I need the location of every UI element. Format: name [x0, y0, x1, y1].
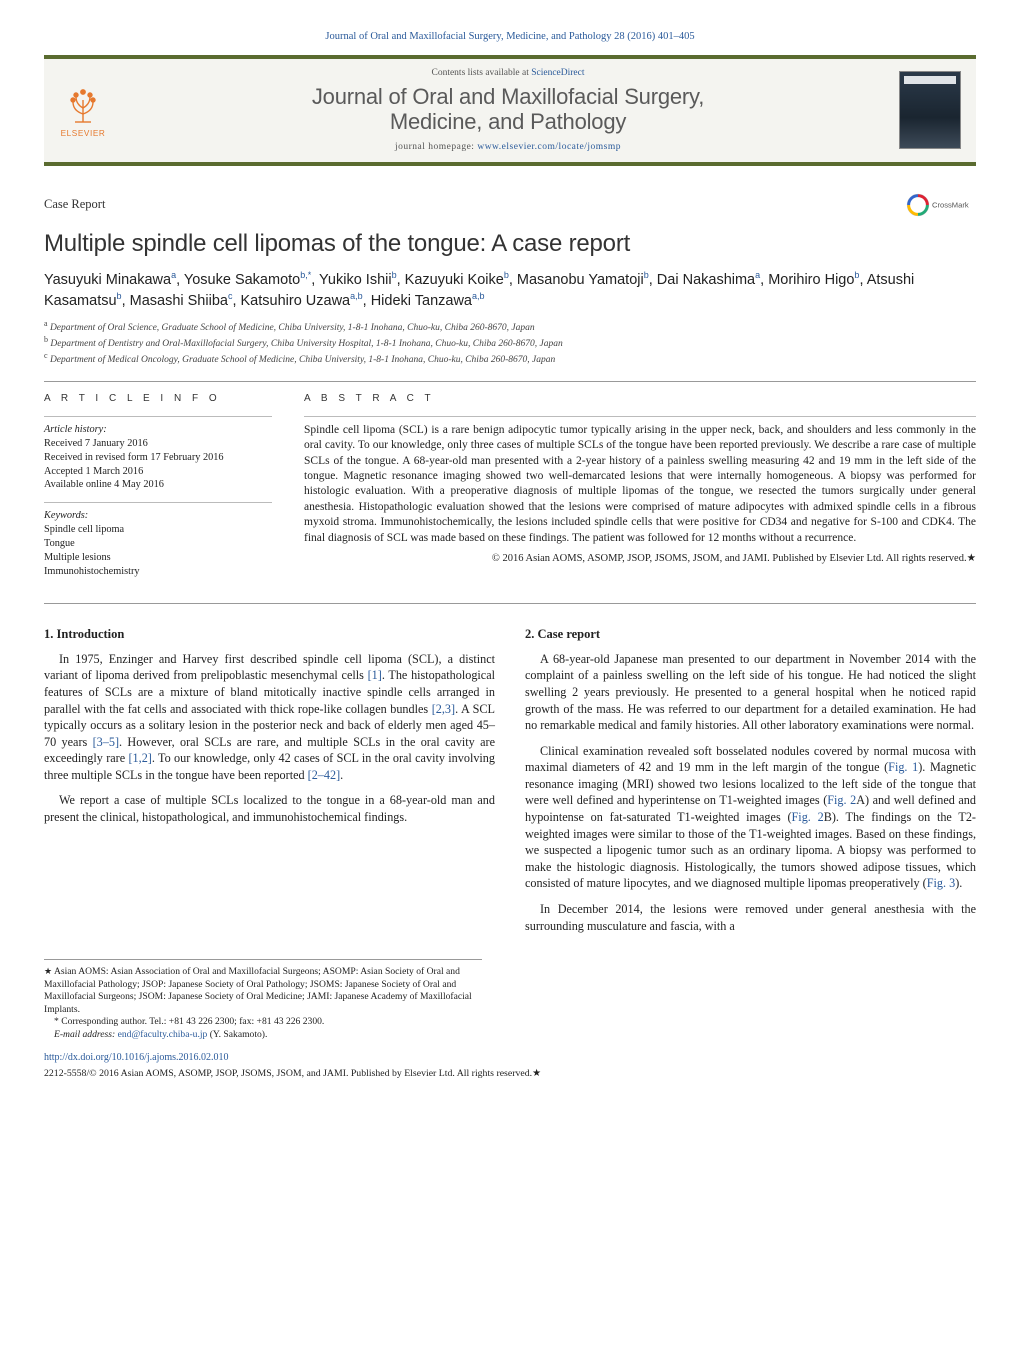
svg-text:CrossMark: CrossMark — [932, 200, 969, 209]
abstract-column: A B S T R A C T Spindle cell lipoma (SCL… — [304, 392, 976, 589]
intro-paragraph-1: In 1975, Enzinger and Harvey first descr… — [44, 651, 495, 784]
keywords-block: Keywords: Spindle cell lipoma Tongue Mul… — [44, 502, 272, 578]
crossmark-badge[interactable]: CrossMark — [904, 184, 976, 226]
abstract-body: Spindle cell lipoma (SCL) is a rare beni… — [304, 416, 976, 546]
article-type: Case Report — [44, 196, 105, 214]
journal-cover-thumbnail — [899, 71, 961, 149]
abstract-copyright: © 2016 Asian AOMS, ASOMP, JSOP, JSOMS, J… — [304, 552, 976, 567]
cite-link[interactable]: [3–5] — [93, 735, 119, 749]
footnotes-block: ★ Asian AOMS: Asian Association of Oral … — [44, 959, 482, 1041]
figure-link[interactable]: Fig. 2 — [827, 793, 856, 807]
affiliation-a: a Department of Oral Science, Graduate S… — [44, 319, 976, 335]
history-label: Article history: — [44, 424, 107, 435]
right-column: 2. Case report A 68-year-old Japanese ma… — [525, 626, 976, 944]
affiliation-c: c Department of Medical Oncology, Gradua… — [44, 351, 976, 367]
footer-copyright: 2212-5558/© 2016 Asian AOMS, ASOMP, JSOP… — [44, 1067, 976, 1081]
publisher-logo-box: ELSEVIER — [44, 59, 122, 162]
keyword: Multiple lesions — [44, 551, 272, 565]
authors-line: Yasuyuki Minakawaa, Yosuke Sakamotob,*, … — [44, 269, 976, 311]
keywords-label: Keywords: — [44, 510, 88, 521]
case-paragraph-2: Clinical examination revealed soft bosse… — [525, 743, 976, 892]
footnote-email: E-mail address: end@faculty.chiba-u.jp (… — [44, 1029, 482, 1041]
article-title: Multiple spindle cell lipomas of the ton… — [44, 230, 976, 259]
masthead-center: Contents lists available at ScienceDirec… — [122, 59, 894, 162]
article-history-block: Article history: Received 7 January 2016… — [44, 416, 272, 492]
affiliations: a Department of Oral Science, Graduate S… — [44, 319, 976, 367]
history-received: Received 7 January 2016 — [44, 437, 272, 451]
intro-paragraph-2: We report a case of multiple SCLs locali… — [44, 792, 495, 825]
email-link[interactable]: end@faculty.chiba-u.jp — [118, 1029, 208, 1040]
article-info-heading: A R T I C L E I N F O — [44, 392, 272, 406]
section-heading-case: 2. Case report — [525, 626, 976, 643]
section-heading-introduction: 1. Introduction — [44, 626, 495, 643]
running-head: Journal of Oral and Maxillofacial Surger… — [44, 30, 976, 45]
history-accepted: Accepted 1 March 2016 — [44, 465, 272, 479]
doi-line: http://dx.doi.org/10.1016/j.ajoms.2016.0… — [44, 1051, 976, 1065]
keyword: Immunohistochemistry — [44, 565, 272, 579]
doi-link[interactable]: http://dx.doi.org/10.1016/j.ajoms.2016.0… — [44, 1052, 229, 1063]
case-paragraph-3: In December 2014, the lesions were remov… — [525, 901, 976, 934]
elsevier-wordmark: ELSEVIER — [61, 128, 106, 139]
journal-masthead: ELSEVIER Contents lists available at Sci… — [44, 55, 976, 166]
cover-thumb-box — [894, 59, 976, 162]
divider — [44, 603, 976, 604]
footnote-societies: ★ Asian AOMS: Asian Association of Oral … — [44, 966, 482, 1016]
affiliation-b: b Department of Dentistry and Oral-Maxil… — [44, 335, 976, 351]
footnote-corresponding: * Corresponding author. Tel.: +81 43 226… — [44, 1016, 482, 1028]
cite-link[interactable]: [2–42] — [308, 768, 341, 782]
homepage-prefix: journal homepage: — [395, 142, 477, 152]
article-info-column: A R T I C L E I N F O Article history: R… — [44, 392, 272, 589]
figure-link[interactable]: Fig. 1 — [888, 760, 918, 774]
contents-prefix: Contents lists available at — [431, 68, 531, 78]
journal-homepage-line: journal homepage: www.elsevier.com/locat… — [126, 141, 890, 154]
case-paragraph-1: A 68-year-old Japanese man presented to … — [525, 651, 976, 734]
cite-link[interactable]: [1,2] — [129, 751, 152, 765]
figure-link[interactable]: Fig. 2 — [792, 810, 824, 824]
journal-name: Journal of Oral and Maxillofacial Surger… — [126, 84, 890, 135]
divider — [44, 381, 976, 382]
cite-link[interactable]: [2,3] — [432, 702, 455, 716]
figure-link[interactable]: Fig. 3 — [927, 876, 955, 890]
keyword: Spindle cell lipoma — [44, 523, 272, 537]
left-column: 1. Introduction In 1975, Enzinger and Ha… — [44, 626, 495, 944]
journal-homepage-link[interactable]: www.elsevier.com/locate/jomsmp — [477, 142, 621, 152]
contents-available-line: Contents lists available at ScienceDirec… — [126, 67, 890, 80]
elsevier-tree-icon — [61, 82, 105, 126]
cite-link[interactable]: [1] — [368, 668, 382, 682]
elsevier-logo: ELSEVIER — [53, 76, 113, 144]
sciencedirect-link[interactable]: ScienceDirect — [531, 68, 584, 78]
history-revised: Received in revised form 17 February 201… — [44, 451, 272, 465]
abstract-heading: A B S T R A C T — [304, 392, 976, 406]
history-online: Available online 4 May 2016 — [44, 478, 272, 492]
keyword: Tongue — [44, 537, 272, 551]
